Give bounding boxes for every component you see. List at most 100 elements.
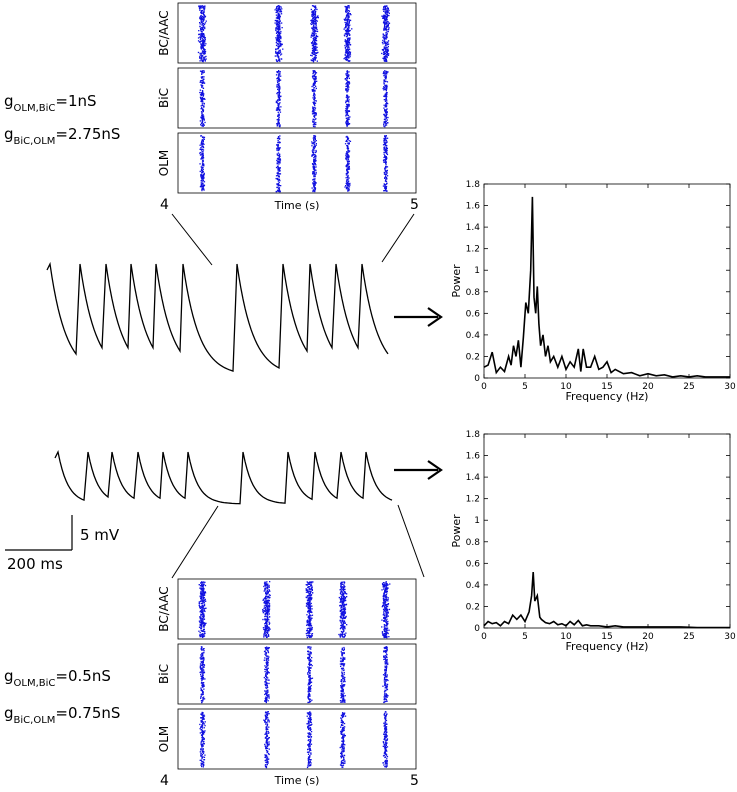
spike-dot [201,690,204,693]
spike-dot [201,595,203,597]
spike-dot [382,87,384,90]
spike-dot [312,26,314,28]
spike-dot [312,21,315,24]
spike-dot [313,151,315,153]
spike-dot [383,161,385,163]
spike-dot [200,80,202,82]
spike-dot [200,93,202,96]
spike-dot [265,678,268,681]
spike-dot [386,137,389,139]
spike-dot [277,74,280,76]
spike-dot [309,734,312,736]
spike-dot [309,611,311,613]
spike-dot [200,48,203,50]
spike-dot [386,43,388,45]
spike-dot [264,690,266,692]
spike-dot [267,626,269,628]
spike-dot [309,686,311,689]
spike-dot [312,97,314,99]
spike-dot [201,670,203,672]
raster-row-label: BC/AAC [157,10,171,55]
spike-dot [200,169,203,171]
spike-dot [347,29,349,31]
spike-dot [198,6,200,8]
spike-dot [201,44,203,46]
spike-dot [278,157,280,159]
spike-dot [310,728,312,731]
spike-dot [197,40,200,42]
spike-dot [275,17,278,19]
spike-dot [315,16,317,19]
spike-dot [278,70,280,72]
spike-dot [314,123,316,126]
spike-dot [200,668,202,671]
xtick-label: 0 [481,382,487,392]
spike-dot [202,123,205,126]
spike-dot [305,632,307,635]
spike-dot [201,731,203,733]
spike-dot [202,156,204,158]
spike-dot [312,39,315,41]
spike-dot [384,186,386,189]
spike-dot [343,613,345,615]
spike-dot [202,683,204,685]
spike-dot [348,15,350,17]
spike-dot [202,699,204,702]
spike-dot [345,40,347,42]
spike-dot [383,151,385,154]
spike-dot [200,58,202,60]
spike-dot [276,10,278,12]
spike-dot [313,156,315,159]
spike-dot [346,7,348,9]
spike-dot [384,155,386,157]
spike-dot [381,41,384,44]
spike-dot [201,725,204,727]
spike-dot [308,739,310,741]
spike-dot [317,15,319,17]
spike-dot [342,660,344,662]
spike-dot [343,692,345,694]
spike-dot [264,623,266,625]
spike-dot [341,612,343,614]
spike-dot [342,627,344,629]
spike-dot [205,20,207,22]
spike-dot [203,648,205,650]
spike-dot [203,71,205,73]
spike-dot [347,40,349,43]
spike-dot [278,91,280,93]
spike-dot [311,75,314,78]
spike-dot [346,59,348,61]
spike-dot [265,732,267,734]
spike-dot [262,598,265,600]
spike-dot [200,713,202,715]
spike-dot [348,48,350,50]
spike-dot [203,53,205,55]
spike-dot [306,628,308,630]
spike-dot [201,114,203,116]
spike-dot [264,743,266,746]
spike-dot [201,746,203,748]
spike-dot [200,741,202,743]
spike-dot [265,584,267,586]
spike-dot [265,601,267,603]
spike-dot [343,649,345,651]
spike-dot [310,630,312,632]
spike-dot [308,671,310,673]
spike-dot [264,657,266,659]
spike-dot [346,112,349,114]
spike-dot [202,662,204,664]
spike-dot [202,604,204,607]
spike-dot [347,26,350,29]
spike-dot [280,43,282,45]
spike-dot [310,635,312,637]
spike-dot [309,681,311,683]
spike-dot [385,91,388,94]
spike-dot [278,175,280,177]
spike-dot [306,715,308,717]
spike-dot [309,599,311,602]
spike-dot [348,103,350,105]
spike-dot [311,677,314,679]
spike-dot [347,39,349,41]
spike-dot [203,97,205,100]
xtick-label: 25 [683,382,694,392]
